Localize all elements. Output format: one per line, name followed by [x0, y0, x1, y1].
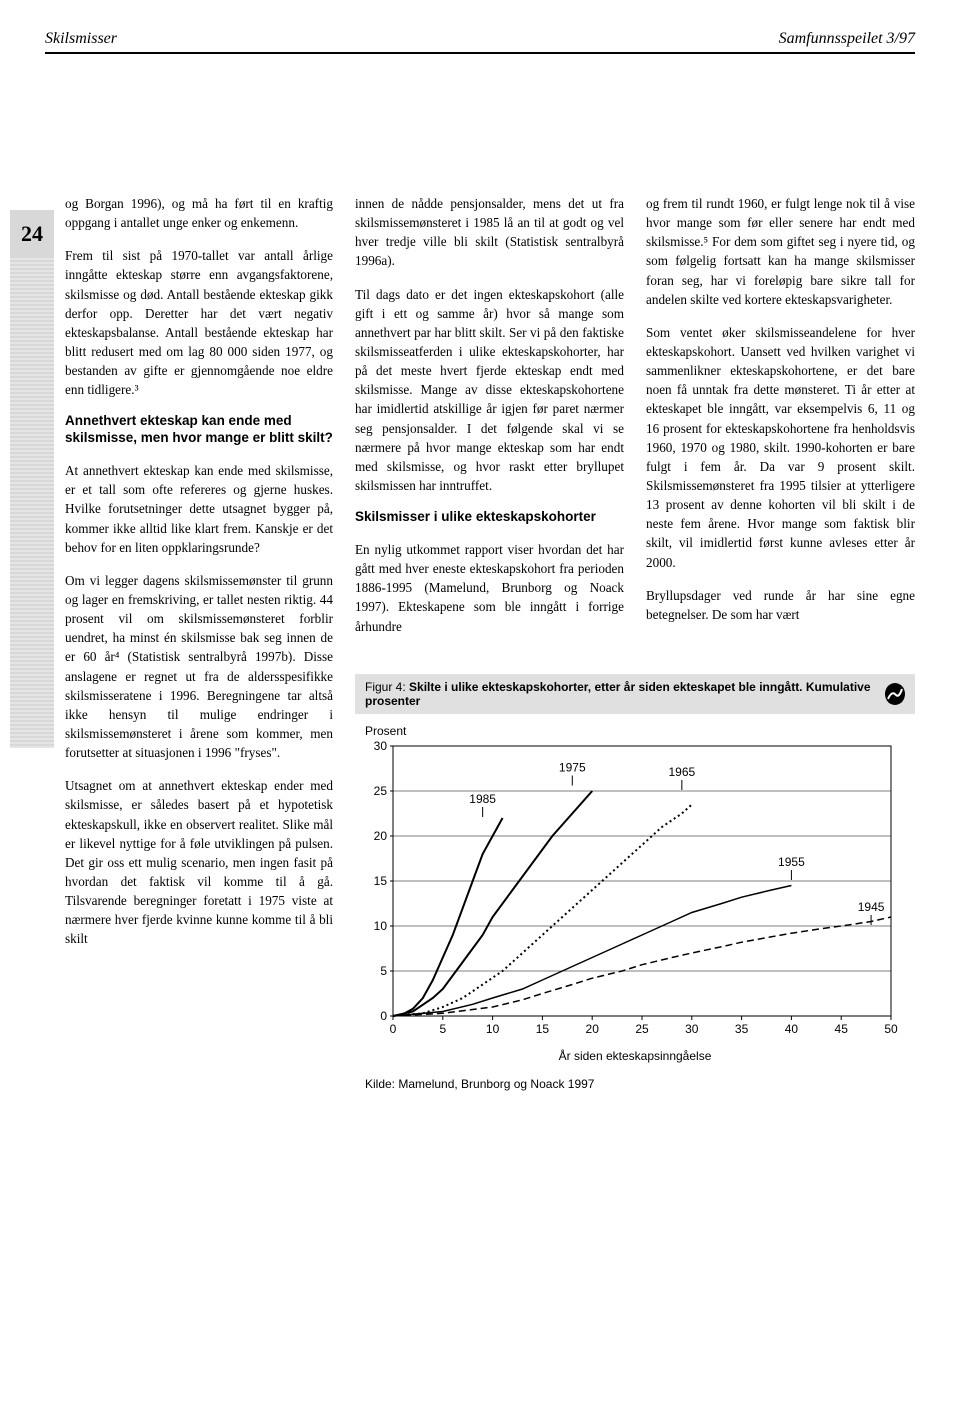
c1-subhead: Annethvert ekteskap kan ende med skilsmi…	[65, 413, 333, 447]
figure-4: Figur 4: Skilte i ulike ekteskapskohorte…	[355, 674, 915, 1095]
header-left: Skilsmisser	[45, 30, 117, 48]
svg-text:1975: 1975	[559, 760, 586, 774]
svg-text:0: 0	[390, 1022, 397, 1036]
svg-text:40: 40	[785, 1022, 799, 1036]
svg-text:45: 45	[835, 1022, 849, 1036]
svg-text:50: 50	[884, 1022, 898, 1036]
c3-p1: og frem til rundt 1960, er fulgt lenge n…	[646, 194, 915, 309]
c3-p2: Som ventet øker skilsmisseandelene for h…	[646, 323, 915, 572]
svg-text:1955: 1955	[778, 855, 805, 869]
svg-text:25: 25	[635, 1022, 649, 1036]
svg-text:10: 10	[486, 1022, 500, 1036]
line-chart: 0 5 10 15 20 25 30 0 5 10 15 20 25 30 35 40 45 50 1985 1975…	[359, 740, 899, 1040]
svg-text:15: 15	[536, 1022, 550, 1036]
svg-text:15: 15	[374, 874, 388, 888]
body-columns: og Borgan 1996), og må ha ført til en kr…	[65, 194, 915, 1095]
column-2: innen de nådde pensjonsalder, mens det u…	[355, 194, 624, 650]
c1-p3: At annethvert ekteskap kan ende med skil…	[65, 461, 333, 557]
c3-p3: Bryllupsdager ved runde år har sine egne…	[646, 586, 915, 624]
svg-text:1965: 1965	[668, 765, 695, 779]
c2-p3: En nylig utkommet rapport viser hvordan …	[355, 540, 624, 636]
svg-text:20: 20	[374, 829, 388, 843]
c2-p2: Til dags dato er det ingen ekteskapskoho…	[355, 285, 624, 496]
svg-text:0: 0	[380, 1009, 387, 1023]
svg-text:25: 25	[374, 784, 388, 798]
chart-type-icon	[885, 683, 905, 705]
c2-subhead: Skilsmisser i ulike ekteskapskohorter	[355, 509, 624, 526]
svg-text:10: 10	[374, 919, 388, 933]
svg-text:30: 30	[374, 740, 388, 753]
c1-p4: Om vi legger dagens skilsmissemønster ti…	[65, 571, 333, 762]
c1-p1: og Borgan 1996), og må ha ført til en kr…	[65, 194, 333, 232]
svg-text:20: 20	[586, 1022, 600, 1036]
svg-text:1945: 1945	[858, 900, 885, 914]
svg-text:5: 5	[380, 964, 387, 978]
header-right: Samfunnsspeilet 3/97	[779, 30, 915, 48]
column-3: og frem til rundt 1960, er fulgt lenge n…	[646, 194, 915, 650]
figure-label: Figur 4:	[365, 680, 406, 694]
page-number: 24	[10, 210, 54, 258]
c1-p5: Utsagnet om at annethvert ekteskap ender…	[65, 776, 333, 948]
c1-p2: Frem til sist på 1970-tallet var antall …	[65, 246, 333, 399]
svg-text:5: 5	[439, 1022, 446, 1036]
margin-texture	[10, 258, 54, 748]
svg-text:1985: 1985	[469, 792, 496, 806]
column-1: og Borgan 1996), og må ha ført til en kr…	[65, 194, 333, 1095]
y-axis-label: Prosent	[365, 724, 911, 738]
figure-title: Skilte i ulike ekteskapskohorter, etter …	[365, 680, 871, 708]
figure-title-bar: Figur 4: Skilte i ulike ekteskapskohorte…	[355, 674, 915, 714]
c2-p1: innen de nådde pensjonsalder, mens det u…	[355, 194, 624, 271]
x-axis-label: År siden ekteskapsinngåelse	[359, 1049, 911, 1063]
page-header: Skilsmisser Samfunnsspeilet 3/97	[45, 30, 915, 54]
svg-text:35: 35	[735, 1022, 749, 1036]
svg-text:30: 30	[685, 1022, 699, 1036]
figure-source: Kilde: Mamelund, Brunborg og Noack 1997	[365, 1077, 911, 1091]
